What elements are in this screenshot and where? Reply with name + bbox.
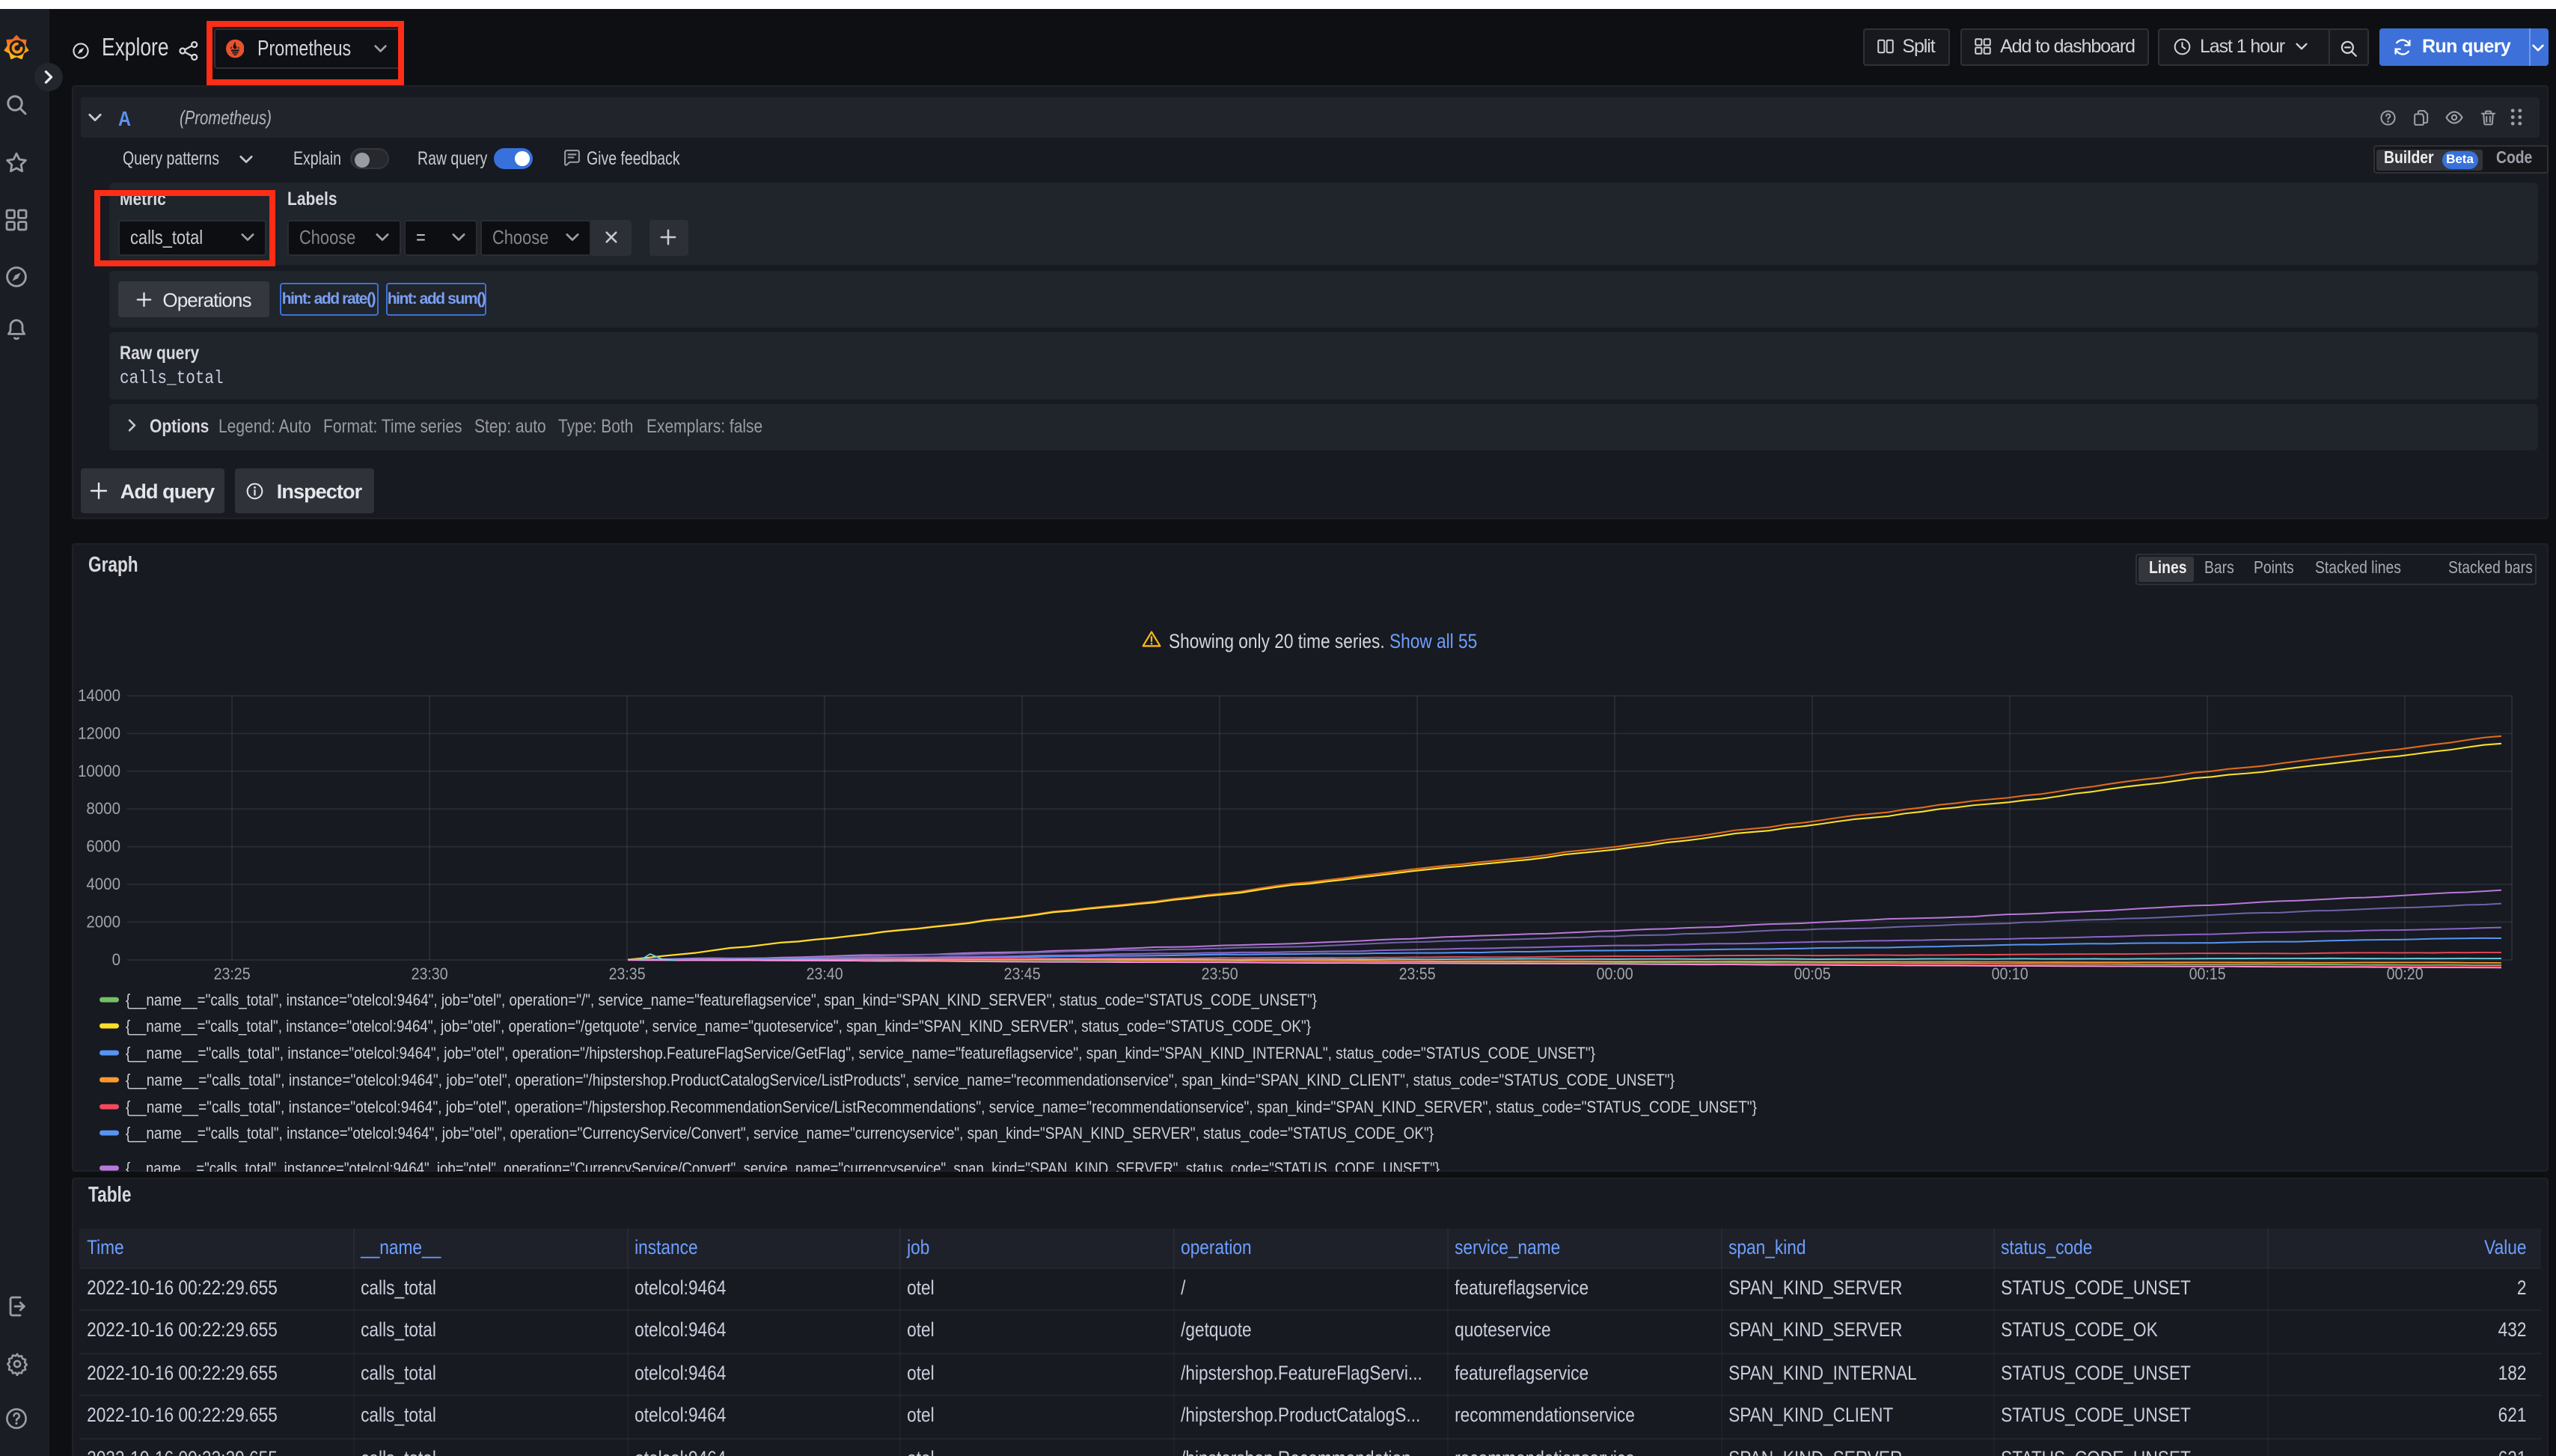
svg-text:00:05: 00:05 bbox=[1794, 964, 1831, 982]
svg-text:0: 0 bbox=[112, 949, 120, 968]
svg-text:23:55: 23:55 bbox=[1399, 964, 1436, 982]
svg-text:23:45: 23:45 bbox=[1004, 964, 1041, 982]
svg-text:23:25: 23:25 bbox=[214, 964, 251, 982]
svg-text:23:50: 23:50 bbox=[1202, 964, 1238, 982]
svg-text:10000: 10000 bbox=[78, 761, 120, 780]
svg-text:4000: 4000 bbox=[86, 874, 120, 893]
svg-text:23:30: 23:30 bbox=[412, 964, 448, 982]
svg-text:{__name__="calls_total", insta: {__name__="calls_total", instance="otelc… bbox=[126, 1097, 1757, 1116]
svg-text:{__name__="calls_total", insta: {__name__="calls_total", instance="otelc… bbox=[126, 990, 1317, 1009]
svg-text:23:35: 23:35 bbox=[609, 964, 646, 982]
svg-text:14000: 14000 bbox=[78, 685, 120, 704]
svg-text:{__name__="calls_total", insta: {__name__="calls_total", instance="otelc… bbox=[126, 1043, 1595, 1062]
svg-text:00:10: 00:10 bbox=[1992, 964, 2028, 982]
svg-text:23:40: 23:40 bbox=[807, 964, 843, 982]
svg-text:12000: 12000 bbox=[78, 723, 120, 741]
svg-text:2000: 2000 bbox=[86, 911, 120, 930]
svg-text:6000: 6000 bbox=[86, 836, 120, 855]
svg-text:8000: 8000 bbox=[86, 798, 120, 817]
svg-text:00:15: 00:15 bbox=[2189, 964, 2226, 982]
svg-text:{__name__="calls_total", insta: {__name__="calls_total", instance="otelc… bbox=[126, 1123, 1434, 1142]
svg-text:{__name__="calls_total", insta: {__name__="calls_total", instance="otelc… bbox=[126, 1016, 1311, 1035]
svg-text:00:00: 00:00 bbox=[1597, 964, 1633, 982]
svg-text:{__name__="calls_total", insta: {__name__="calls_total", instance="otelc… bbox=[126, 1070, 1675, 1089]
svg-text:{__name__="calls_total", insta: {__name__="calls_total", instance="otelc… bbox=[126, 1158, 1440, 1171]
